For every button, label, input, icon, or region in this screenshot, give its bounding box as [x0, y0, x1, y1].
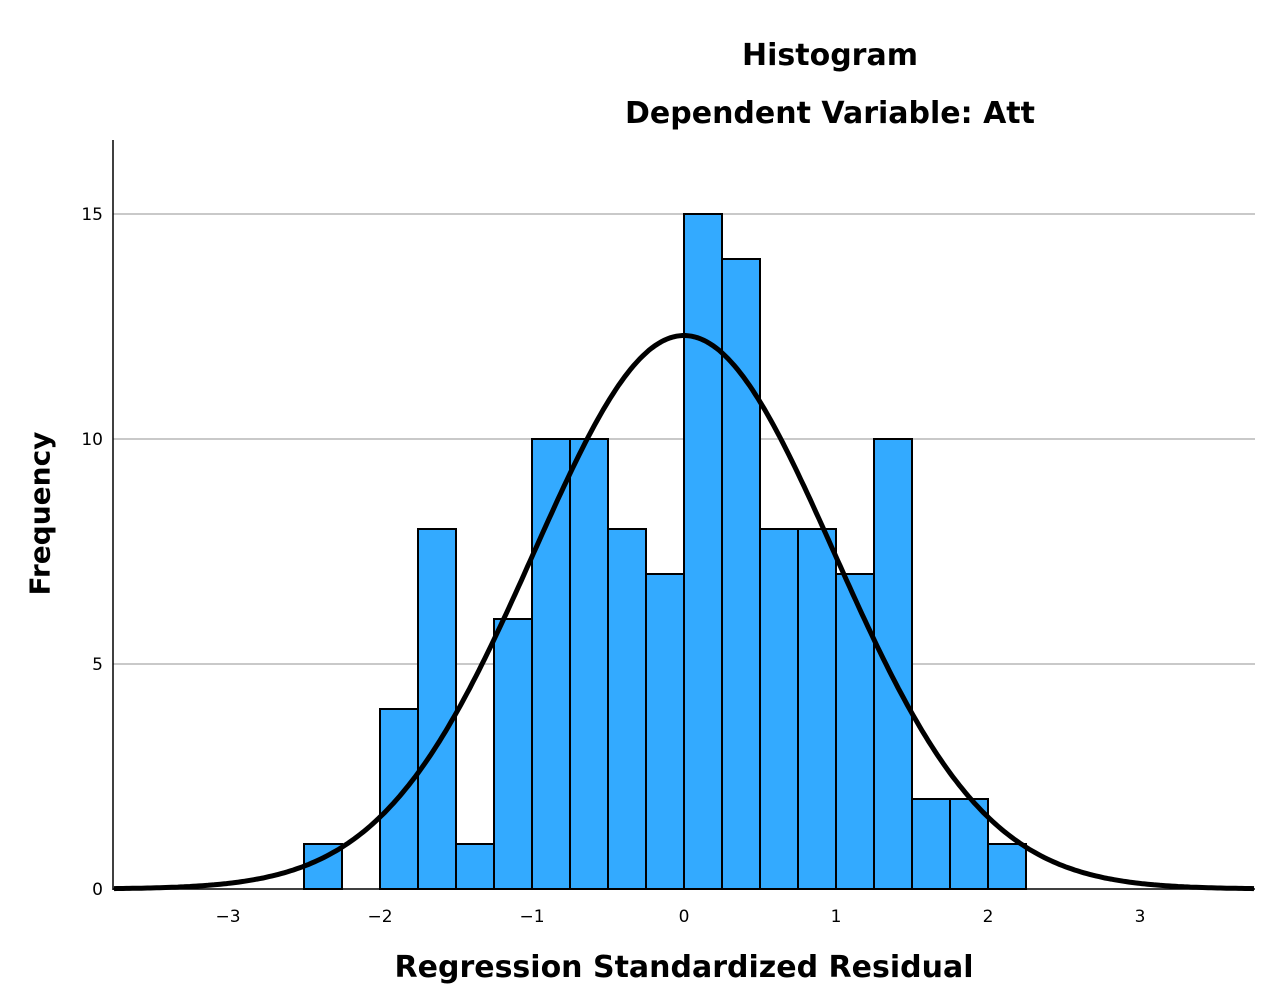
histogram-bar-6: [531, 438, 571, 890]
y-tick-label-10: 10: [81, 430, 103, 450]
histogram-bar-8: [607, 528, 647, 890]
histogram-bar-9: [645, 573, 685, 890]
histogram-bar-12: [759, 528, 799, 890]
histogram-bar-11: [721, 258, 761, 890]
x-tick-label--3: −3: [215, 907, 240, 927]
y-tick-label-0: 0: [92, 880, 103, 900]
chart-title: Histogram: [742, 38, 918, 73]
histogram-bar-14: [835, 573, 875, 890]
histogram-bar-10: [683, 213, 723, 890]
histogram-bar-16: [911, 798, 951, 890]
normal-curve-line: [113, 333, 1255, 892]
histogram-bar-3: [417, 528, 457, 890]
histogram-bar-13: [797, 528, 837, 890]
histogram-bar-18: [987, 843, 1027, 890]
y-tick-label-15: 15: [81, 205, 103, 225]
x-tick-label-0: 0: [679, 907, 690, 927]
y-tick-label-5: 5: [92, 655, 103, 675]
x-tick-label--1: −1: [519, 907, 544, 927]
histogram-bar-7: [569, 438, 609, 890]
x-tick-label-2: 2: [983, 907, 994, 927]
histogram-bar-4: [455, 843, 495, 890]
histogram-bar-15: [873, 438, 913, 890]
x-tick-label-1: 1: [831, 907, 842, 927]
chart-subtitle: Dependent Variable: Att: [625, 96, 1035, 131]
x-axis-label: Regression Standardized Residual: [394, 950, 974, 985]
histogram-bar-5: [493, 618, 533, 890]
x-tick-label-3: 3: [1135, 907, 1146, 927]
x-tick-label--2: −2: [367, 907, 392, 927]
